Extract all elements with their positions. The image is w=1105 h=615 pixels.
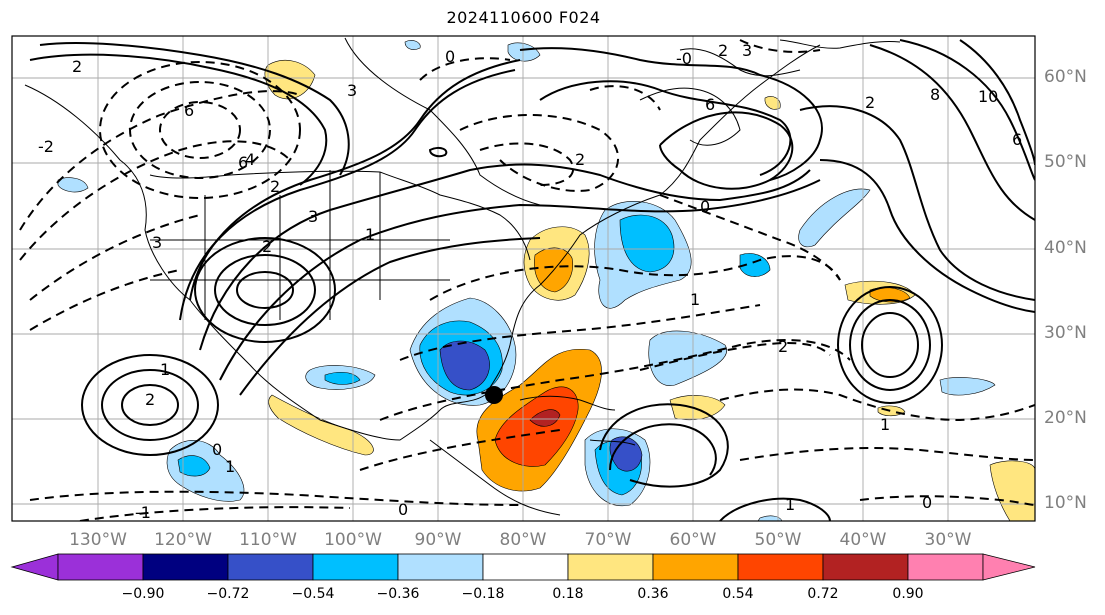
colorbar-segment	[822, 553, 909, 581]
colorbar-tick-label: −0.90	[121, 586, 165, 602]
lon-label: 100°W	[324, 530, 382, 550]
contour-label: 6	[184, 101, 194, 120]
colorbar-tick-label: 0.90	[892, 586, 924, 602]
colorbar-tick-label: −0.18	[461, 586, 505, 602]
lon-label: 40°W	[839, 530, 887, 550]
contour-label: -1	[135, 503, 151, 522]
map-panel	[12, 36, 1035, 521]
contour-label: 0	[445, 47, 455, 66]
map-frame	[11, 35, 1036, 522]
lon-label: 60°W	[669, 530, 717, 550]
contour-label: 2	[262, 237, 272, 256]
lon-label: 80°W	[499, 530, 547, 550]
colorbar-segment	[227, 553, 314, 581]
contour-label: 2	[718, 41, 728, 60]
colorbar-tick-label: 0.18	[552, 586, 584, 602]
colorbar-segment	[907, 553, 984, 581]
lon-label: 30°W	[924, 530, 972, 550]
lat-label: 30°N	[1044, 323, 1087, 343]
contour-label: 3	[742, 41, 752, 60]
contour-label: 8	[930, 85, 940, 104]
contour-label: 0	[922, 493, 932, 512]
contour-lines-dashed	[19, 39, 1035, 521]
colorbar-segment	[567, 553, 654, 581]
contour-label: 2	[778, 337, 788, 356]
contour-label: 1	[690, 290, 700, 309]
contour-label: 6	[238, 153, 248, 172]
contour-label: 1	[225, 457, 235, 476]
lon-label: 110°W	[239, 530, 297, 550]
contour-label: 6	[705, 95, 715, 114]
colorbar-tick-label: −0.54	[291, 586, 335, 602]
contour-lines	[29, 39, 1035, 521]
colorbar-overflow-triangle	[982, 553, 1036, 581]
lon-label: 130°W	[69, 530, 127, 550]
colorbar-underflow-triangle	[10, 553, 59, 581]
contour-label: 3	[308, 207, 318, 226]
contour-label: 2	[145, 390, 155, 409]
colorbar-segment	[142, 553, 229, 581]
storm-center-marker	[485, 386, 503, 404]
lat-label: 40°N	[1044, 238, 1087, 258]
lat-label: 10°N	[1044, 493, 1087, 513]
colorbar-segment	[397, 553, 484, 581]
contour-label: 2	[865, 93, 875, 112]
contour-label: 4	[245, 150, 255, 169]
contour-label-group: 0 2 3 6 -0 2 3 6 2 8 10 6 2 6 4 -2 2 3 3…	[38, 41, 1022, 522]
colorbar-segment	[652, 553, 739, 581]
contour-label: 2	[270, 177, 280, 196]
lon-label: 70°W	[584, 530, 632, 550]
colorbar-tick-label: 0.54	[722, 586, 754, 602]
contour-label: 0	[700, 197, 710, 216]
lat-label: 50°N	[1044, 152, 1087, 172]
contour-label: 1	[880, 415, 890, 434]
contour-label: -2	[38, 137, 54, 156]
contour-label: 1	[160, 360, 170, 379]
colorbar-segment	[312, 553, 399, 581]
contour-label: 1	[785, 495, 795, 514]
map-title: 2024110600 F024	[446, 8, 601, 27]
contour-label: 2	[72, 57, 82, 76]
contour-label: -0	[676, 49, 692, 68]
colorbar-tick-label: −0.36	[376, 586, 420, 602]
contour-label: 2	[575, 150, 585, 169]
contour-label: 6	[1012, 130, 1022, 149]
contour-label: 0	[212, 440, 222, 459]
contour-label: 3	[347, 81, 357, 100]
contour-label: 0	[398, 500, 408, 519]
lat-label: 20°N	[1044, 408, 1087, 428]
contour-label: 3	[152, 233, 162, 252]
contour-label: 1	[365, 225, 375, 244]
colorbar-segment	[57, 553, 144, 581]
colorbar-segment	[737, 553, 824, 581]
colorbar-tick-label: 0.72	[807, 586, 839, 602]
colorbar-tick-label: −0.72	[206, 586, 250, 602]
lon-label: 120°W	[154, 530, 212, 550]
colorbar-segment	[482, 553, 569, 581]
colorbar-tick-label: 0.36	[637, 586, 669, 602]
lat-label: 60°N	[1044, 67, 1087, 87]
lon-label: 50°W	[754, 530, 802, 550]
contour-label: 10	[978, 87, 998, 106]
lon-label: 90°W	[414, 530, 462, 550]
colorbar	[10, 553, 1036, 581]
